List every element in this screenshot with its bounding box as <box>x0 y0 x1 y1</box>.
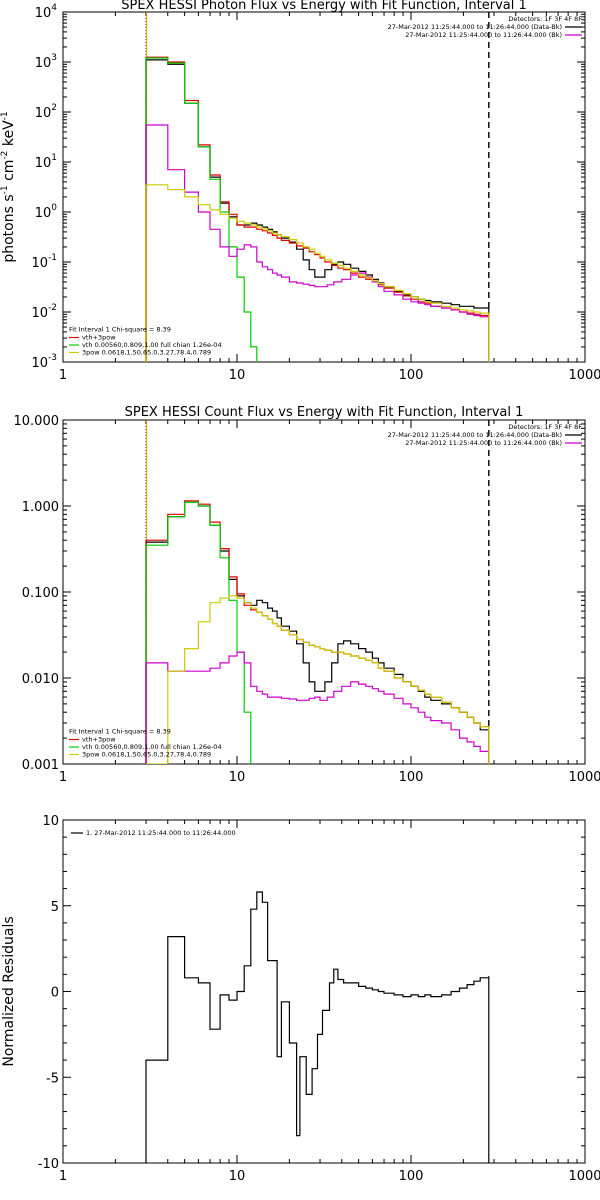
y-tick-label: 1.000 <box>22 500 59 515</box>
plot-frame <box>62 11 586 363</box>
x-tick-label: 100 <box>399 1169 424 1184</box>
y-tick-label: 100 <box>35 203 58 221</box>
fit-legend-header: Fit Interval 1 Chi-square = 8.39 <box>69 326 171 334</box>
x-tick-label: 1 <box>59 368 67 383</box>
series-line-1 <box>145 59 490 362</box>
series-line-5 <box>145 184 490 362</box>
legend-header: Detectors: 1F 3F 4F 8F <box>508 423 582 431</box>
plot-frame <box>62 419 586 765</box>
y-axis-label: photons s-1 cm-2 keV-1 <box>0 111 17 262</box>
chart-panel-3: 1 10 100 1000 -10 -5 0 5 10 Normalized Residuals 1… <box>1 814 600 1184</box>
fit-legend-entry: vth 0.00560,0.809,1.00 full chian 1.26e-… <box>82 743 222 751</box>
series-line-2 <box>145 500 490 764</box>
y-tick-label: 10-1 <box>31 253 57 271</box>
x-tick-label: 1000 <box>568 368 600 383</box>
x-tick-label: 1000 <box>568 1169 600 1184</box>
fit-legend-entry: vth+3pow <box>82 334 116 342</box>
y-axis-label: Normalized Residuals <box>1 916 17 1066</box>
series-line-1 <box>145 501 490 764</box>
y-tick-label: 0.001 <box>22 758 59 773</box>
y-tick-label: 5 <box>51 900 59 915</box>
y-tick-label: 10 <box>42 814 59 829</box>
x-tick-label: 10 <box>229 770 246 785</box>
y-tick-label: 10-2 <box>31 303 57 321</box>
y-tick-label: 101 <box>35 153 57 171</box>
y-tick-label: 102 <box>35 103 57 121</box>
y-tick-label: 0.010 <box>22 672 59 687</box>
x-tick-label: 1 <box>59 770 67 785</box>
chart-panel-2: SPEX HESSI Count Flux vs Energy with Fit… <box>14 405 600 785</box>
y-tick-label: -10 <box>38 1157 59 1172</box>
x-tick-label: 1000 <box>568 770 600 785</box>
x-tick-label: 100 <box>399 770 424 785</box>
series-line-4 <box>145 651 490 764</box>
series-line-3 <box>145 57 258 362</box>
legend-entry: 27-Mar-2012 11:25:44.000 to 11:26:44.000… <box>388 23 562 31</box>
y-tick-label: 103 <box>35 53 57 71</box>
legend-entry: 27-Mar-2012 11:25:44.000 to 11:26:44.000… <box>388 431 562 439</box>
plot-frame <box>62 819 586 1164</box>
legend-entry: 27-Mar-2012 11:25:44.000 to 11:26:44.000… <box>405 31 562 39</box>
fit-legend-entry: vth+3pow <box>82 736 116 744</box>
y-tick-label: 104 <box>35 3 58 21</box>
chart-panel-1: SPEX HESSI Photon Flux vs Energy with Fi… <box>0 0 600 383</box>
x-tick-label: 10 <box>229 368 246 383</box>
series-line-5 <box>146 595 490 764</box>
y-tick-label: 10.000 <box>14 414 60 429</box>
y-tick-label: 0.100 <box>22 586 59 601</box>
chart-title: SPEX HESSI Count Flux vs Energy with Fit… <box>125 405 524 420</box>
x-tick-label: 100 <box>399 368 424 383</box>
y-tick-label: 10-3 <box>31 353 57 371</box>
x-tick-label: 1 <box>59 1169 67 1184</box>
legend-entry: 27-Mar-2012 11:25:44.000 to 11:26:44.000… <box>405 439 562 447</box>
y-tick-label: -5 <box>46 1071 59 1086</box>
fit-legend-entry: 3pow 0.0618,1.50,65.0,3.27,78.4,0.789 <box>82 751 211 759</box>
fit-legend-header: Fit Interval 1 Chi-square = 8.39 <box>69 728 171 736</box>
fit-legend-entry: vth 0.00560,0.809,1.00 full chian 1.26e-… <box>82 341 222 349</box>
series-line-4 <box>145 124 490 362</box>
fit-legend-entry: 3pow 0.0618,1.50,65.0,3.27,78.4,0.789 <box>82 349 211 357</box>
series-line-1 <box>145 891 490 1163</box>
y-tick-label: 0 <box>51 986 59 1001</box>
legend-header: Detectors: 1F 3F 4F 8F <box>508 15 582 23</box>
chart-title: SPEX HESSI Photon Flux vs Energy with Fi… <box>121 0 527 13</box>
legend-entry: 1. 27-Mar-2012 11:25:44.000 to 11:26:44.… <box>86 829 236 837</box>
x-tick-label: 10 <box>229 1169 246 1184</box>
